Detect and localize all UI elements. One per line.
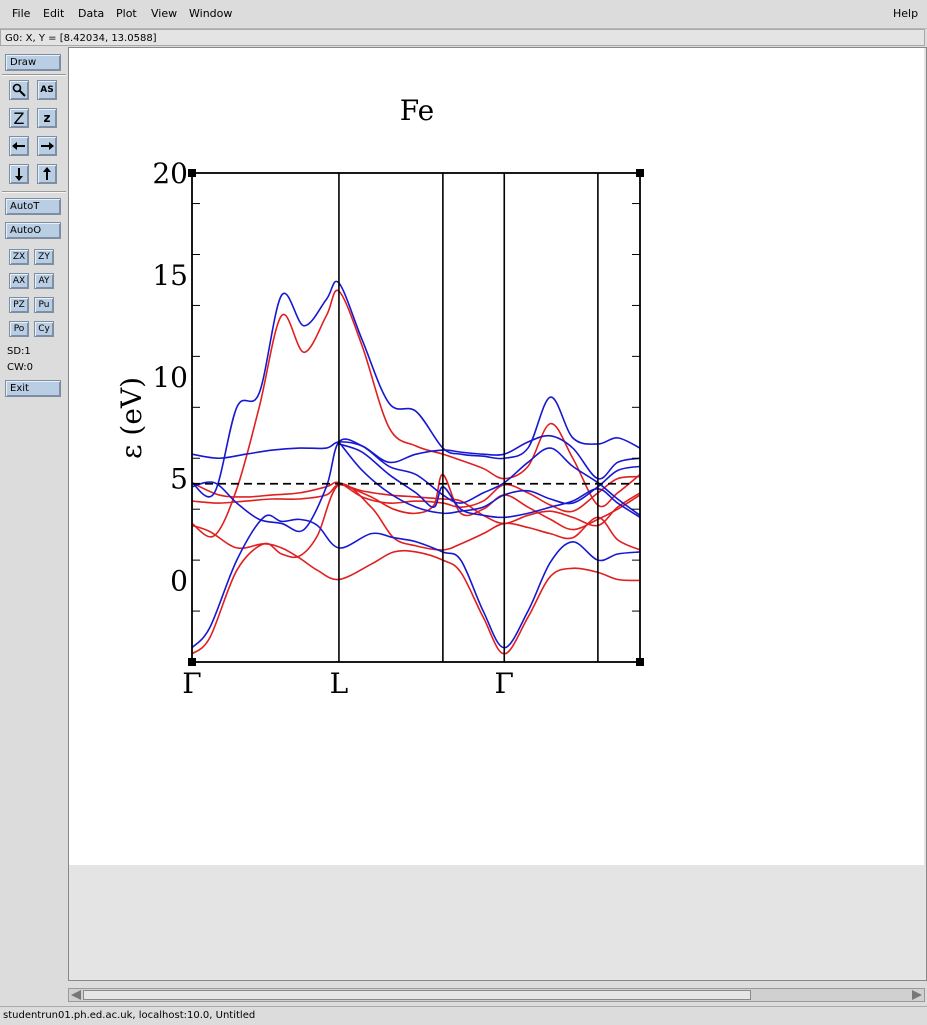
pu-button[interactable]: Pu: [34, 297, 54, 313]
band-line-red-5: [191, 475, 641, 513]
graph-handle: [636, 169, 644, 177]
menu-edit[interactable]: Edit: [43, 7, 65, 20]
horizontal-scrollbar[interactable]: [68, 988, 925, 1002]
y-tick-label: 0: [170, 565, 188, 598]
zoom-out-icon: z: [43, 111, 51, 125]
po-button[interactable]: Po: [9, 321, 29, 337]
zx-button[interactable]: ZX: [9, 249, 29, 265]
magnifier-icon: [12, 83, 26, 97]
autoscale-button[interactable]: AS: [37, 80, 57, 100]
toolbar-divider: [2, 191, 66, 193]
arrow-up-icon: [43, 167, 51, 180]
menu-data[interactable]: Data: [78, 7, 105, 20]
autoorigin-button[interactable]: AutoO: [5, 222, 61, 239]
scroll-left-arrow-icon[interactable]: [71, 990, 81, 1000]
y-axis-label: ε (eV): [115, 377, 148, 459]
scroll-right-button[interactable]: [37, 136, 57, 156]
arrow-right-icon: [41, 142, 54, 150]
band-line-blue-10: [191, 438, 641, 533]
plot-frame: [191, 172, 641, 663]
zy-button[interactable]: ZY: [34, 249, 54, 265]
scroll-left-button[interactable]: [9, 136, 29, 156]
scrollbar-thumb[interactable]: [83, 990, 751, 1000]
scroll-up-button[interactable]: [37, 164, 57, 184]
ay-button[interactable]: AY: [34, 273, 54, 289]
band-line-red-6: [338, 473, 641, 531]
menu-file[interactable]: File: [12, 7, 31, 20]
x-tick-label: Γ: [182, 667, 201, 700]
arrow-down-icon: [15, 168, 23, 181]
menu-help[interactable]: Help: [893, 7, 919, 20]
zoom-in-button[interactable]: Z: [9, 108, 29, 128]
autotick-button[interactable]: AutoT: [5, 198, 61, 215]
x-tick-label: Γ: [495, 667, 514, 700]
plot-canvas[interactable]: Fe ε (eV) Γ L Γ 0 5 10 15 20: [69, 48, 924, 865]
zoom-in-icon: Z: [13, 108, 25, 128]
menu-window[interactable]: Window: [189, 7, 233, 20]
band-line-red-4: [191, 483, 641, 527]
pz-button[interactable]: PZ: [9, 297, 29, 313]
band-line-blue-8: [191, 280, 641, 498]
chart-title: Fe: [400, 94, 434, 127]
draw-button[interactable]: Draw: [5, 54, 61, 71]
toolbar: Draw AS Z z AutoT AutoO ZX ZY AX AY PZ P…: [2, 50, 66, 1000]
autoscale-icon: AS: [40, 85, 54, 95]
canvas-frame: Fe ε (eV) Γ L Γ 0 5 10 15 20: [68, 47, 927, 981]
x-tick-label: L: [330, 667, 349, 700]
band-structure-chart: Fe ε (eV) Γ L Γ 0 5 10 15 20: [115, 94, 644, 700]
menu-bar: File Edit Data Plot View Window Help: [0, 0, 927, 29]
graph-handle: [188, 658, 196, 666]
set-default-readout: SD:1: [7, 346, 31, 357]
y-tick-label: 10: [152, 361, 188, 394]
scroll-down-button[interactable]: [9, 164, 29, 184]
band-line-red-3: [191, 289, 641, 538]
cy-button[interactable]: Cy: [34, 321, 54, 337]
graph-handle: [636, 658, 644, 666]
scroll-right-arrow-icon[interactable]: [912, 990, 922, 1000]
arrow-left-icon: [12, 142, 25, 150]
ax-button[interactable]: AX: [9, 273, 29, 289]
band-line-blue-7: [191, 514, 641, 649]
zoom-button[interactable]: [9, 80, 29, 100]
menu-view[interactable]: View: [151, 7, 178, 20]
toolbar-divider: [2, 74, 66, 76]
y-tick-label: 5: [170, 463, 188, 496]
menu-plot[interactable]: Plot: [116, 7, 137, 20]
current-world-readout: CW:0: [7, 362, 34, 373]
exit-button[interactable]: Exit: [5, 380, 61, 397]
y-tick-label: 15: [152, 259, 188, 292]
locator-readout: G0: X, Y = [8.42034, 13.0588]: [0, 29, 925, 46]
band-line-red-2: [191, 524, 641, 655]
y-tick-label: 20: [152, 157, 188, 190]
band-line-blue-9: [191, 434, 641, 480]
band-line-blue-12: [338, 443, 641, 519]
graph-handle: [188, 169, 196, 177]
zoom-out-button[interactable]: z: [37, 108, 57, 128]
status-bar: studentrun01.ph.ed.ac.uk, localhost:10.0…: [0, 1006, 927, 1025]
